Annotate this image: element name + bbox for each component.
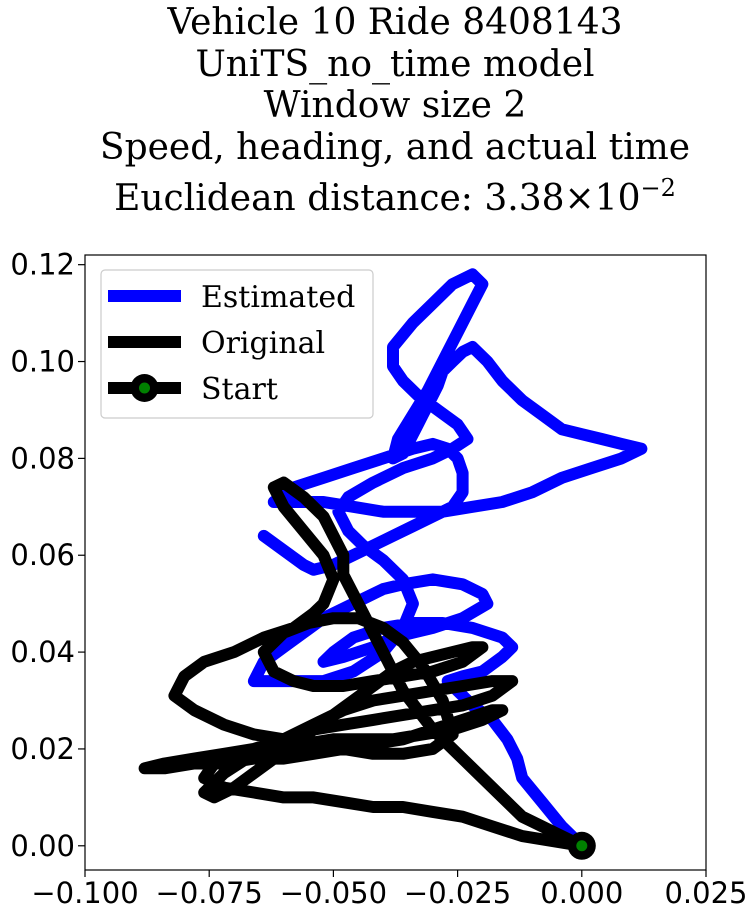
x-tick-label: −0.050 (280, 876, 387, 910)
legend-label-estimated: Estimated (201, 280, 355, 315)
x-tick-label: 0.000 (540, 876, 623, 910)
legend-box (100, 269, 374, 419)
series-layer (138, 268, 648, 860)
y-tick-label: 0.08 (10, 441, 75, 475)
y-tick-label: 0.02 (10, 732, 75, 766)
y-tick-label: 0.00 (10, 829, 75, 863)
title-line-features: Speed, heading, and actual time (99, 126, 691, 168)
tick-layer: −0.100 −0.075 −0.050 −0.025 0.000 0.025 0.00 0.… (10, 248, 747, 910)
axes-frame (84, 254, 707, 871)
x-tick-label: 0.025 (664, 876, 747, 910)
start-marker-center (576, 840, 588, 852)
title-line-model: UniTS_no_time model (195, 43, 595, 85)
legend-label-start: Start (201, 372, 278, 407)
title-line-window: Window size 2 (263, 85, 527, 126)
y-tick-label: 0.04 (10, 635, 75, 669)
distance-text: Euclidean distance: 3.38×10 (114, 178, 641, 219)
title-line-distance: Euclidean distance: 3.38×10−2 (0, 168, 755, 220)
x-tick-label: −0.075 (156, 876, 263, 910)
y-tick-label: 0.10 (10, 345, 75, 379)
chart-title: Vehicle 10 Ride 8408143 UniTS_no_time mo… (0, 2, 755, 220)
x-tick-label: −0.100 (31, 876, 138, 910)
title-line-vehicle: Vehicle 10 Ride 8408143 (167, 2, 623, 43)
legend-start-marker-center (139, 382, 150, 394)
legend-label-original: Original (201, 326, 325, 361)
y-tick-label: 0.06 (10, 538, 75, 572)
distance-exponent: −2 (640, 174, 676, 202)
x-tick-label: −0.025 (404, 876, 511, 910)
series-line-original (138, 476, 588, 852)
y-tick-label: 0.12 (10, 248, 75, 282)
legend: Estimated Original Start (100, 269, 374, 419)
